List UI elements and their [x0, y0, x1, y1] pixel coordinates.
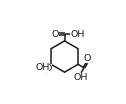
Text: OH: OH — [35, 63, 50, 72]
Text: OH: OH — [70, 30, 85, 39]
Text: O: O — [83, 54, 91, 63]
Text: OH: OH — [74, 73, 88, 82]
Text: O: O — [44, 64, 52, 73]
Text: O: O — [51, 30, 59, 39]
